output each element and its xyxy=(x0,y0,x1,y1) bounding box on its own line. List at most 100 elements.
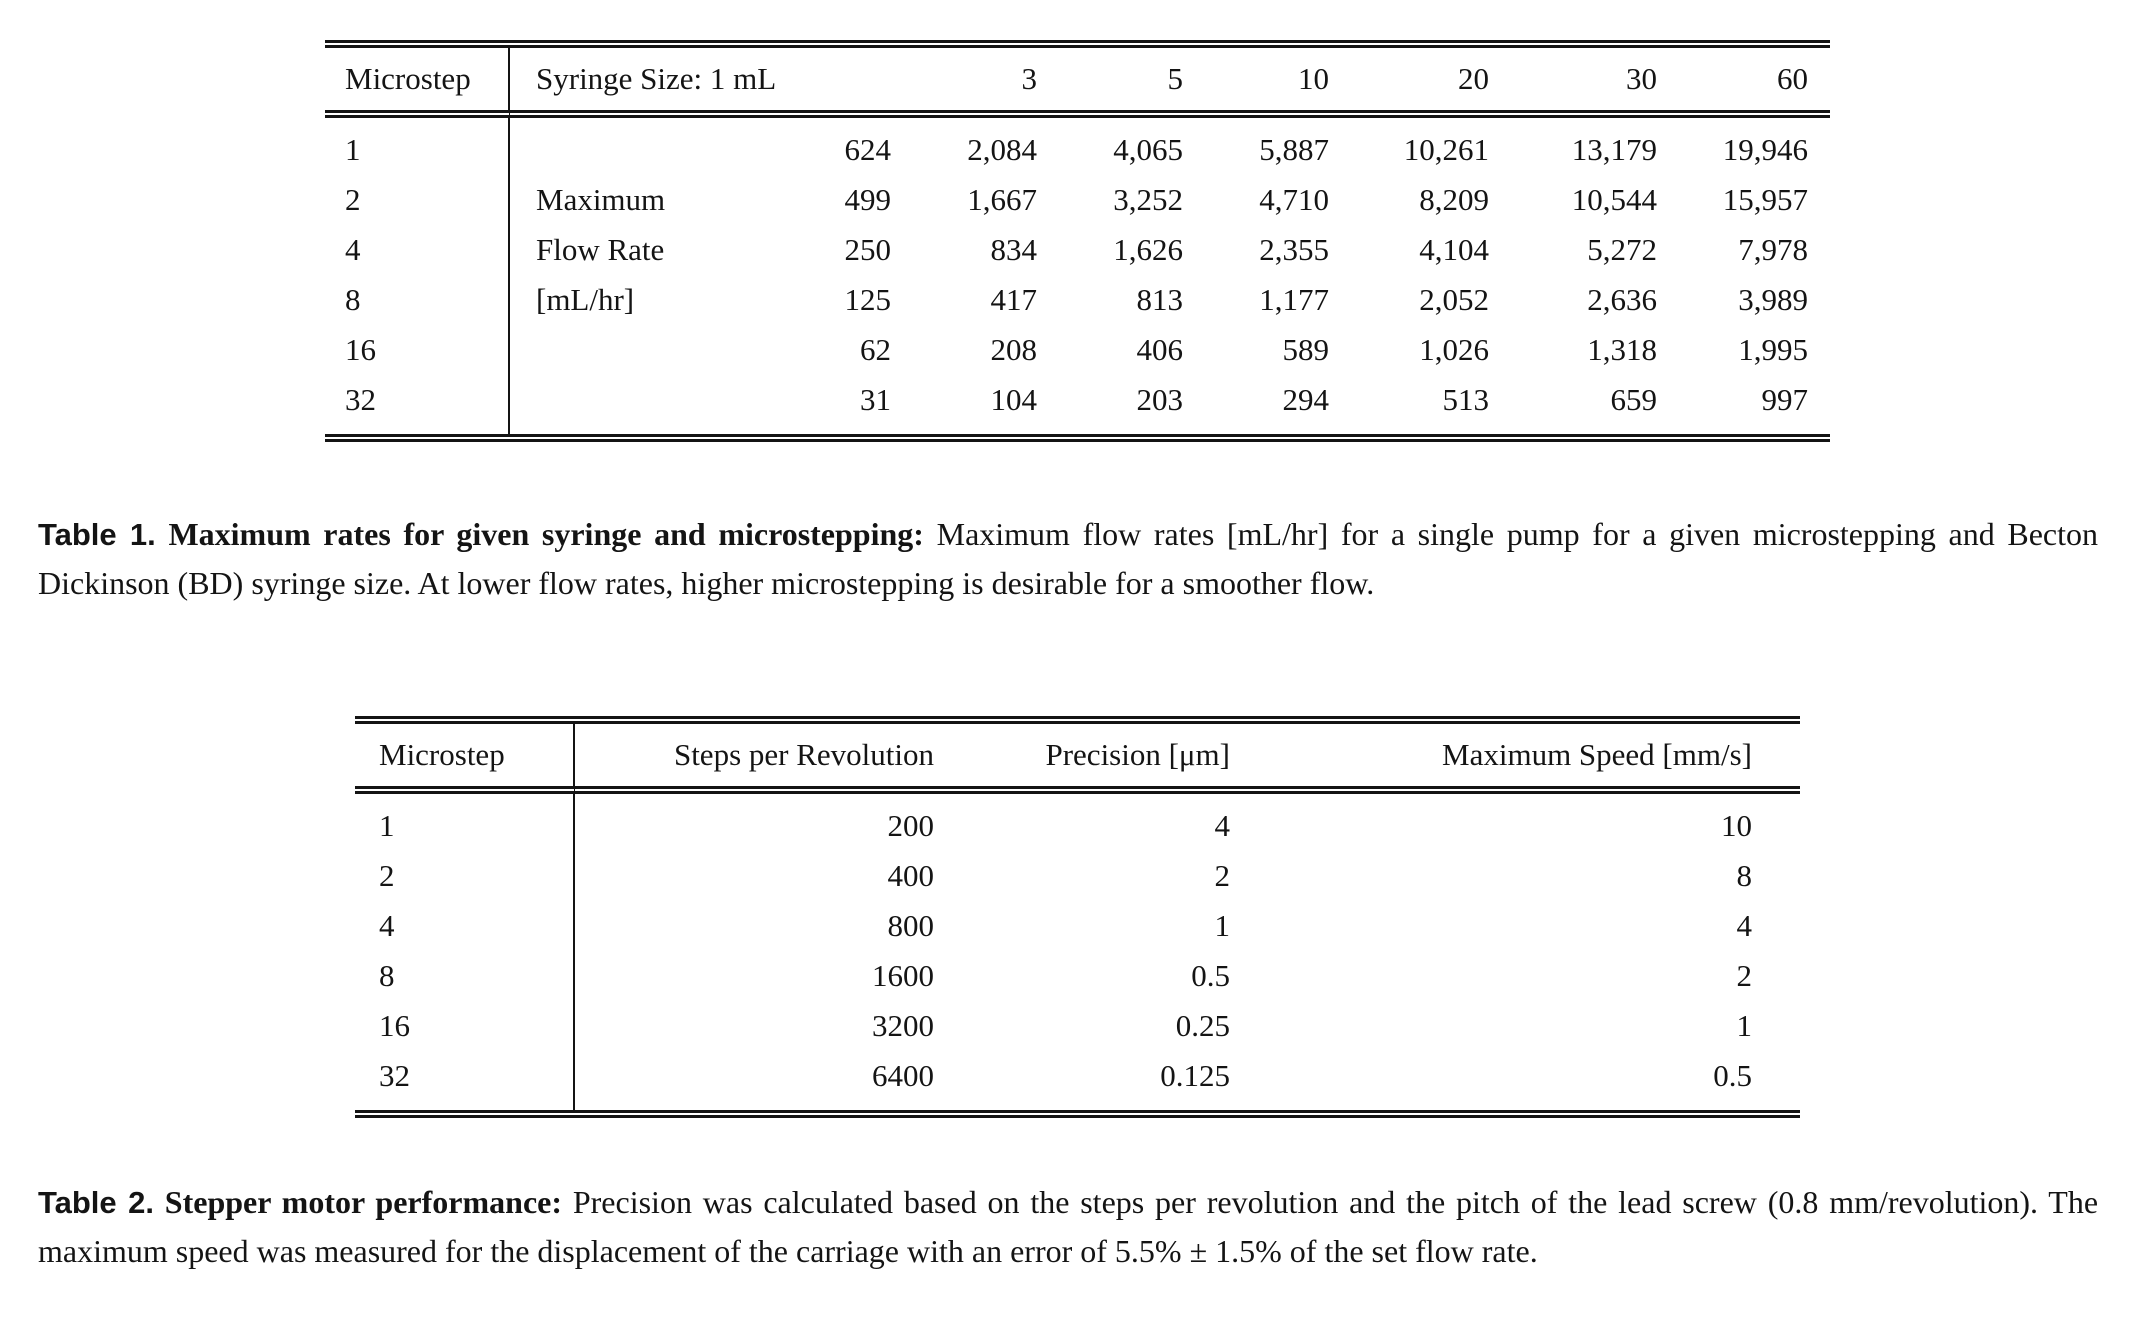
table2-stepper-performance: Microstep Steps per Revolution Precision… xyxy=(355,716,1800,1118)
row-label-cell: Maximum xyxy=(536,182,666,217)
value-cell: 31 xyxy=(860,382,891,417)
value-cell: 499 xyxy=(844,182,892,217)
table1-caption-title: Maximum rates for given syringe and micr… xyxy=(168,516,924,552)
value-cell: 659 xyxy=(1610,382,1658,417)
microstep-cell: 4 xyxy=(325,225,510,275)
speed-cell: 2 xyxy=(1736,958,1753,993)
value-cell: 417 xyxy=(990,282,1038,317)
speed-cell: 4 xyxy=(1736,908,1753,943)
value-cell: 5,887 xyxy=(1259,132,1329,167)
steps-cell: 3200 xyxy=(872,1008,934,1043)
speed-cell: 10 xyxy=(1721,808,1752,843)
value-cell: 19,946 xyxy=(1722,132,1808,167)
table2-caption: Table 2. Stepper motor performance: Prec… xyxy=(38,1178,2098,1275)
value-cell: 1,667 xyxy=(967,182,1037,217)
row-label-cell: Flow Rate xyxy=(536,232,665,267)
steps-cell: 800 xyxy=(887,908,935,943)
row-label-cell xyxy=(510,375,740,434)
table1: Microstep Syringe Size: 1 mL 3 5 10 20 3… xyxy=(325,40,1830,442)
microstep-cell: 32 xyxy=(325,375,510,434)
table2-caption-title: Stepper motor performance: xyxy=(164,1184,563,1220)
table2-caption-body: Precision was calculated based on the st… xyxy=(38,1184,2099,1269)
table1-flow-rates: Microstep Syringe Size: 1 mL 3 5 10 20 3… xyxy=(325,40,1830,442)
value-cell: 2,084 xyxy=(967,132,1037,167)
microstep-cell: 2 xyxy=(325,175,510,225)
table-row: 2 Maximum 499 1,667 3,252 4,710 8,209 10… xyxy=(325,175,1830,225)
table-row: 32 31 104 203 294 513 659 997 xyxy=(325,375,1830,434)
value-cell: 1,626 xyxy=(1113,232,1183,267)
value-cell: 8,209 xyxy=(1419,182,1489,217)
table2-header-precision: Precision [μm] xyxy=(950,724,1240,794)
value-cell: 3,252 xyxy=(1113,182,1183,217)
table-row: 8 [mL/hr] 125 417 813 1,177 2,052 2,636 … xyxy=(325,275,1830,325)
table-row: 1 624 2,084 4,065 5,887 10,261 13,179 19… xyxy=(325,118,1830,175)
value-cell: 1,177 xyxy=(1259,282,1329,317)
table1-caption-body: Maximum flow rates [mL/hr] for a single … xyxy=(38,516,2099,601)
value-cell: 834 xyxy=(990,232,1038,267)
microstep-cell: 16 xyxy=(325,325,510,375)
value-cell: 294 xyxy=(1282,382,1330,417)
table-row: 1 200 4 10 xyxy=(355,794,1800,851)
row-label-cell xyxy=(510,118,740,175)
value-cell: 513 xyxy=(1442,382,1490,417)
table1-header-size-10: 10 xyxy=(1184,48,1330,118)
value-cell: 13,179 xyxy=(1571,132,1657,167)
table2-header-steps: Steps per Revolution xyxy=(575,724,950,794)
table1-header-size-30: 30 xyxy=(1490,48,1658,118)
value-cell: 1,995 xyxy=(1738,332,1808,367)
table1-caption-tag: Table 1. xyxy=(38,517,156,552)
value-cell: 589 xyxy=(1282,332,1330,367)
table-row: 16 62 208 406 589 1,026 1,318 1,995 xyxy=(325,325,1830,375)
microstep-cell: 8 xyxy=(325,275,510,325)
precision-cell: 1 xyxy=(1214,908,1231,943)
steps-cell: 400 xyxy=(887,858,935,893)
value-cell: 10,544 xyxy=(1571,182,1657,217)
value-cell: 208 xyxy=(990,332,1038,367)
table-row: 8 1600 0.5 2 xyxy=(355,951,1800,1001)
value-cell: 4,065 xyxy=(1113,132,1183,167)
row-label-cell: [mL/hr] xyxy=(536,282,635,317)
table2-header-speed: Maximum Speed [mm/s] xyxy=(1240,724,1800,794)
value-cell: 1,026 xyxy=(1419,332,1489,367)
steps-cell: 1600 xyxy=(872,958,934,993)
table-row: 2 400 2 8 xyxy=(355,851,1800,901)
table-row: 4 800 1 4 xyxy=(355,901,1800,951)
value-cell: 62 xyxy=(860,332,891,367)
table2-header-microstep: Microstep xyxy=(355,724,575,794)
value-cell: 813 xyxy=(1136,282,1184,317)
value-cell: 7,978 xyxy=(1738,232,1808,267)
microstep-cell: 1 xyxy=(355,794,575,851)
table1-caption: Table 1. Maximum rates for given syringe… xyxy=(38,510,2098,607)
value-cell: 15,957 xyxy=(1722,182,1808,217)
value-cell: 2,052 xyxy=(1419,282,1489,317)
value-cell: 10,261 xyxy=(1403,132,1489,167)
table1-header-size-3: 3 xyxy=(892,48,1038,118)
value-cell: 4,104 xyxy=(1419,232,1489,267)
microstep-cell: 2 xyxy=(355,851,575,901)
value-cell: 4,710 xyxy=(1259,182,1329,217)
table-row: 4 Flow Rate 250 834 1,626 2,355 4,104 5,… xyxy=(325,225,1830,275)
table1-header-size-5: 5 xyxy=(1038,48,1184,118)
microstep-cell: 8 xyxy=(355,951,575,1001)
steps-cell: 6400 xyxy=(872,1058,934,1093)
value-cell: 406 xyxy=(1136,332,1184,367)
steps-cell: 200 xyxy=(887,808,935,843)
value-cell: 2,636 xyxy=(1587,282,1657,317)
microstep-cell: 1 xyxy=(325,118,510,175)
precision-cell: 2 xyxy=(1214,858,1231,893)
precision-cell: 0.125 xyxy=(1160,1058,1230,1093)
table1-header-size-60: 60 xyxy=(1658,48,1830,118)
microstep-cell: 16 xyxy=(355,1001,575,1051)
table2: Microstep Steps per Revolution Precision… xyxy=(355,716,1800,1118)
value-cell: 1,318 xyxy=(1587,332,1657,367)
value-cell: 250 xyxy=(844,232,892,267)
precision-cell: 4 xyxy=(1214,808,1231,843)
table1-header-microstep: Microstep xyxy=(325,48,510,118)
microstep-cell: 4 xyxy=(355,901,575,951)
value-cell: 5,272 xyxy=(1587,232,1657,267)
value-cell: 997 xyxy=(1761,382,1809,417)
speed-cell: 8 xyxy=(1736,858,1753,893)
table1-header-size-20: 20 xyxy=(1330,48,1490,118)
row-label-cell xyxy=(510,325,740,375)
precision-cell: 0.5 xyxy=(1191,958,1230,993)
